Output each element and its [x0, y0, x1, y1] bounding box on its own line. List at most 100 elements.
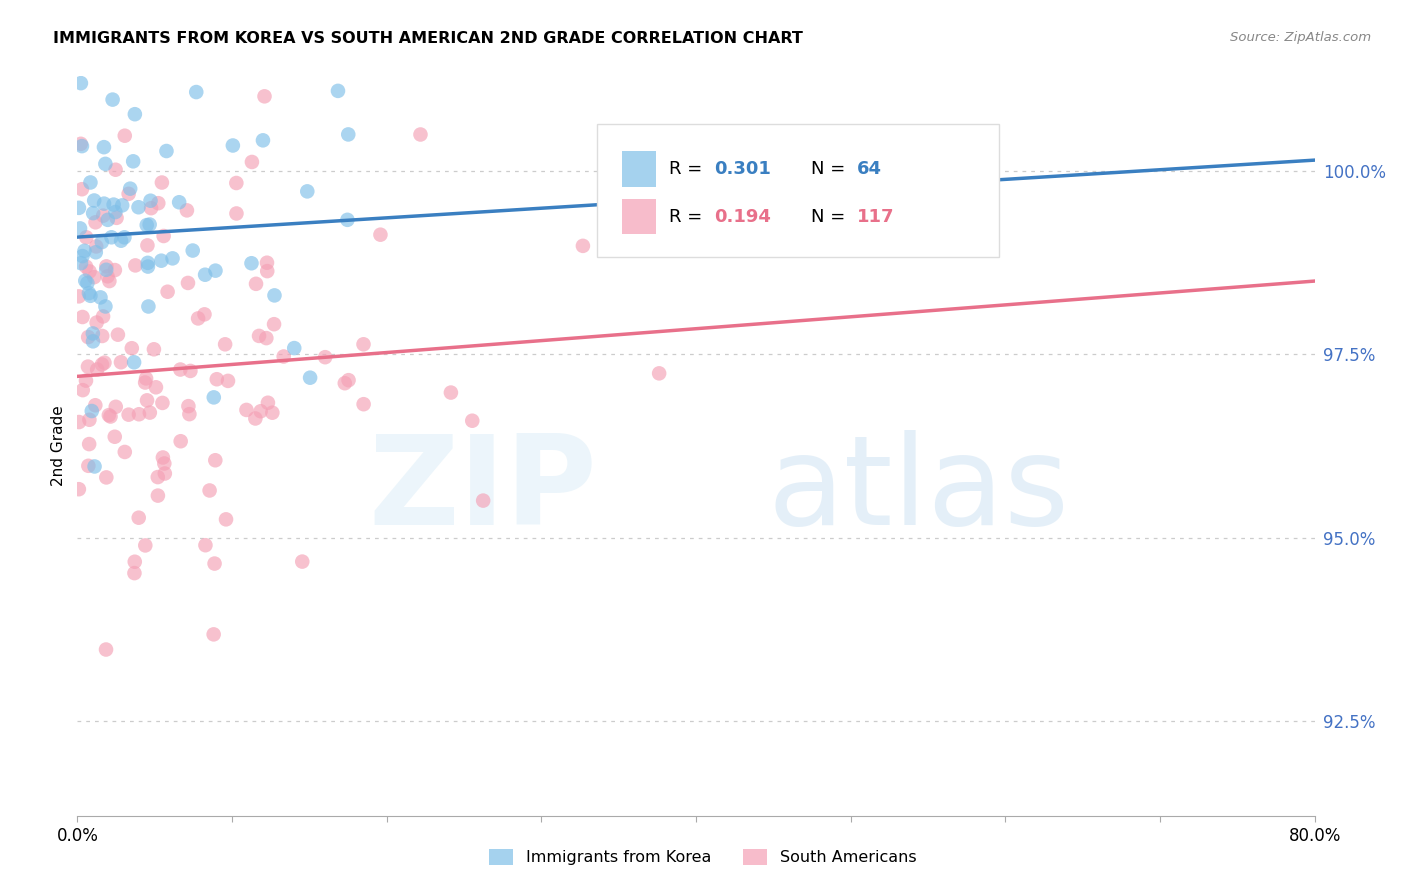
Point	[156, 285, 179, 299]
Text: Source: ZipAtlas.com: Source: ZipAtlas.com	[1230, 31, 1371, 45]
Point	[104, 205, 127, 219]
Point	[245, 411, 267, 425]
Point	[94, 642, 117, 657]
Y-axis label: 2nd Grade: 2nd Grade	[51, 406, 66, 486]
Point	[86, 316, 108, 330]
Point	[181, 244, 204, 258]
Point	[93, 140, 115, 154]
Point	[353, 337, 375, 351]
Point	[79, 264, 101, 278]
Point	[104, 430, 127, 444]
Text: atlas: atlas	[768, 430, 1070, 551]
Point	[263, 288, 285, 302]
Point	[93, 196, 115, 211]
Point	[124, 259, 146, 273]
Point	[124, 566, 146, 581]
Point	[162, 252, 184, 266]
FancyBboxPatch shape	[598, 124, 1000, 257]
Point	[194, 538, 217, 552]
Point	[225, 206, 247, 220]
Point	[167, 195, 190, 210]
Point	[91, 209, 114, 223]
Point	[254, 331, 277, 345]
Point	[70, 139, 93, 153]
Point	[82, 206, 104, 220]
Point	[139, 194, 162, 208]
Point	[134, 538, 156, 552]
Point	[263, 317, 285, 331]
Point	[245, 277, 267, 291]
Point	[204, 557, 226, 571]
Bar	[621, 152, 657, 187]
Point	[94, 300, 117, 314]
Point	[80, 404, 103, 418]
Text: N =: N =	[811, 208, 851, 226]
Point	[82, 326, 104, 341]
Point	[75, 260, 97, 274]
Point	[138, 300, 160, 314]
Text: R =: R =	[669, 161, 707, 178]
Text: 0.301: 0.301	[714, 161, 772, 178]
Point	[135, 218, 157, 232]
Point	[202, 390, 225, 404]
Point	[100, 409, 122, 424]
Point	[297, 185, 319, 199]
Point	[136, 256, 159, 270]
Point	[77, 458, 100, 473]
Text: ZIP: ZIP	[368, 430, 598, 551]
Point	[124, 555, 146, 569]
Point	[155, 144, 177, 158]
Point	[145, 380, 167, 394]
Point	[256, 256, 278, 270]
Point	[72, 249, 94, 263]
Point	[111, 198, 134, 212]
Point	[177, 399, 200, 413]
Point	[205, 372, 228, 386]
Point	[75, 230, 97, 244]
Point	[333, 376, 356, 391]
Point	[299, 370, 322, 384]
Point	[83, 270, 105, 285]
Point	[98, 274, 121, 288]
Point	[314, 350, 336, 364]
Point	[139, 201, 162, 215]
Point	[104, 162, 127, 177]
Point	[194, 268, 217, 282]
Point	[409, 128, 432, 142]
Point	[79, 176, 101, 190]
Point	[152, 229, 174, 244]
Point	[225, 176, 247, 190]
Point	[84, 398, 107, 412]
Point	[70, 76, 93, 90]
Point	[94, 157, 117, 171]
Point	[370, 227, 392, 242]
Point	[256, 264, 278, 278]
Point	[84, 215, 107, 229]
Point	[77, 359, 100, 374]
Point	[69, 221, 91, 235]
Point	[91, 358, 114, 372]
Point	[83, 194, 105, 208]
Point	[105, 211, 128, 225]
Point	[70, 182, 93, 196]
Point	[97, 408, 120, 422]
Point	[117, 408, 139, 422]
Point	[193, 307, 215, 321]
Point	[79, 413, 101, 427]
Point	[152, 396, 174, 410]
Point	[67, 482, 90, 496]
Point	[222, 138, 245, 153]
Point	[112, 230, 135, 244]
Point	[120, 181, 142, 195]
Point	[177, 276, 200, 290]
Point	[84, 239, 107, 253]
Text: 0.194: 0.194	[714, 208, 772, 226]
Point	[179, 407, 201, 421]
Point	[253, 89, 276, 103]
Point	[114, 128, 136, 143]
Point	[252, 133, 274, 147]
Point	[440, 385, 463, 400]
Point	[128, 510, 150, 524]
Point	[75, 274, 97, 288]
Point	[110, 234, 132, 248]
